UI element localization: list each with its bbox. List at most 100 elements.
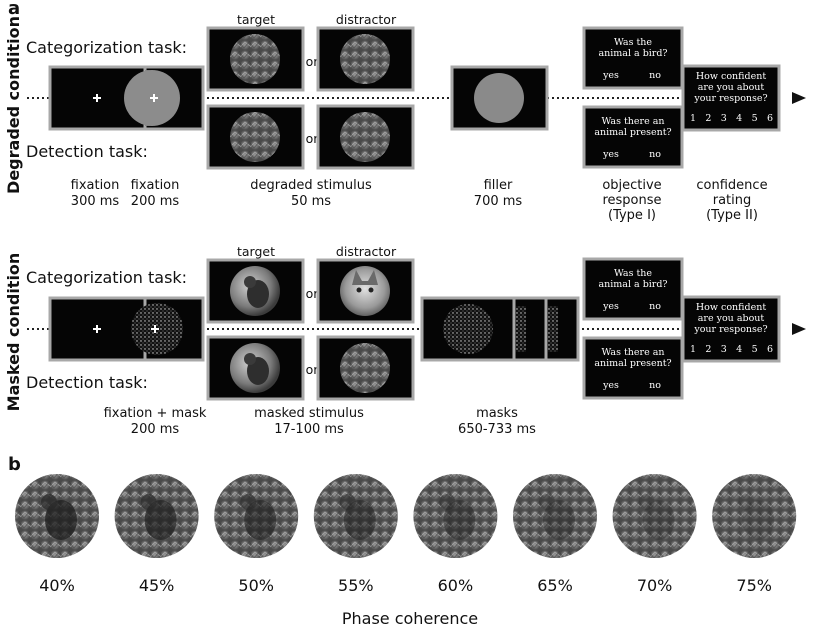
mask-fixation-cross-2 — [151, 325, 159, 333]
degraded-timeline-label-2: degraded stimulus — [250, 178, 372, 193]
masked-timeline-label-0-line: fixation + mask — [104, 406, 207, 421]
coherence-bird-head-4 — [439, 494, 456, 510]
degraded-target-label-line: target — [237, 12, 275, 27]
degraded-distractor-image-det — [340, 112, 390, 162]
coherence-level-2: 50% — [238, 576, 274, 595]
coherence-bird-4 — [443, 500, 476, 540]
degraded-arrow — [792, 92, 806, 104]
coherence-bird-head-7 — [738, 494, 755, 510]
degraded-detection-label: Detection task: — [26, 142, 148, 161]
cat-eye-left — [356, 287, 362, 293]
coherence-bird-2 — [244, 500, 277, 540]
degraded-categorization-label: Categorization task: — [26, 38, 187, 57]
masked-timeline-time-0: 200 ms — [131, 422, 180, 437]
degraded-confidence-prompt-line: your response? — [693, 93, 767, 104]
scale-1: 1 — [690, 344, 696, 355]
scale-4: 4 — [736, 344, 742, 355]
bird-head-det — [244, 353, 256, 365]
fixation-cross-1 — [93, 94, 101, 102]
masked-distractor-label: distractor — [336, 244, 397, 259]
masked-timeline-time-2-line: 650-733 ms — [458, 422, 536, 437]
coherence-level-7: 75% — [736, 576, 772, 595]
scale-2-line: 2 — [705, 113, 711, 124]
masked-response-present-no-line: no — [649, 380, 661, 391]
coherence-level-6-line: 70% — [637, 576, 673, 595]
coherence-bird-head-0 — [41, 494, 57, 510]
masked-response-bird-yes: yes — [602, 301, 619, 312]
masked-target-label: target — [237, 244, 275, 259]
masked-timeline-time-1: 17-100 ms — [274, 422, 344, 437]
coherence-level-7-line: 75% — [736, 576, 772, 595]
masked-timeline-label-1: masked stimulus — [254, 406, 364, 421]
coherence-level-2-line: 50% — [238, 576, 274, 595]
degraded-side-label: Degraded condition — [4, 16, 23, 194]
degraded-or-1-line: or — [306, 54, 320, 69]
degraded-target-image-cat — [230, 34, 280, 84]
masked-response-bird-question-line: animal a bird? — [598, 279, 667, 290]
scale-4-line: 4 — [736, 113, 742, 124]
masked-response-present-question-line: animal present? — [594, 358, 671, 369]
coherence-bird-5 — [543, 500, 575, 540]
coherence-image-5 — [513, 474, 597, 558]
degraded-timeline-time-2: 50 ms — [291, 194, 331, 209]
masked-categorization-label: Categorization task: — [26, 268, 187, 287]
masked-arrow — [792, 323, 806, 335]
coherence-bird-head-3 — [339, 494, 356, 510]
coherence-bird-head-6 — [638, 494, 655, 510]
degraded-timeline-label-1-line: fixation — [131, 178, 180, 193]
degraded-target-label: target — [237, 12, 275, 27]
degraded-response-bird-question-line: Was the — [614, 37, 652, 48]
degraded-response-present-yes-line: yes — [602, 149, 619, 160]
scale-5: 5 — [752, 113, 758, 124]
coherence-bird-6 — [642, 500, 675, 540]
degraded-response-bird-yes: yes — [602, 70, 619, 81]
scale-6: 6 — [767, 344, 773, 355]
masked-response-present-question-line: Was there an — [601, 347, 664, 358]
coherence-level-4-line: 60% — [438, 576, 474, 595]
coherence-bird-1 — [144, 500, 177, 540]
scale-6: 6 — [767, 113, 773, 124]
mask-fixation-cross — [93, 325, 101, 333]
degraded-timeline-time-2-line: 50 ms — [291, 194, 331, 209]
degraded-timeline-label-5-line: (Type II) — [706, 208, 758, 223]
coherence-level-5-line: 65% — [537, 576, 573, 595]
scale-3: 3 — [721, 344, 727, 355]
degraded-or-1: or — [306, 54, 320, 69]
bird-head — [244, 276, 256, 288]
degraded-timeline-label-4-line: (Type I) — [608, 208, 656, 223]
masked-timeline-label-1-line: masked stimulus — [254, 406, 364, 421]
degraded-distractor-label: distractor — [336, 12, 397, 27]
degraded-timeline-label-3-line: filler — [484, 178, 513, 193]
mask-noise-1 — [443, 304, 493, 354]
degraded-response-bird — [582, 26, 684, 90]
scale-4-line: 4 — [736, 344, 742, 355]
scale-3-line: 3 — [721, 113, 727, 124]
masked-confidence — [681, 295, 781, 363]
panel-label-a: a — [8, 0, 20, 19]
degraded-response-bird-no: no — [649, 70, 661, 81]
degraded-timeline-label-0: fixation — [71, 178, 120, 193]
masked-detection-label: Detection task: — [26, 373, 148, 392]
masked-timeline-label-2-line: masks — [476, 406, 518, 421]
scale-5-line: 5 — [752, 344, 758, 355]
masked-or-1: or — [306, 286, 320, 301]
coherence-level-3-line: 55% — [338, 576, 374, 595]
degraded-timeline-time-0: 300 ms — [71, 194, 120, 209]
scale-5: 5 — [752, 344, 758, 355]
degraded-timeline-time-1: 200 ms — [131, 194, 180, 209]
masked-confidence-prompt-line: How confident — [696, 302, 766, 313]
coherence-bird-3 — [343, 500, 376, 540]
masked-distractor-cat-image — [340, 266, 390, 316]
degraded-response-present-no-line: no — [649, 149, 661, 160]
degraded-confidence-prompt-line: How confident — [696, 71, 766, 82]
coherence-axis-label-line: Phase coherence — [342, 609, 478, 628]
degraded-or-2-line: or — [306, 131, 320, 146]
masked-or-1-line: or — [306, 286, 320, 301]
coherence-bird-head-1 — [140, 494, 157, 510]
